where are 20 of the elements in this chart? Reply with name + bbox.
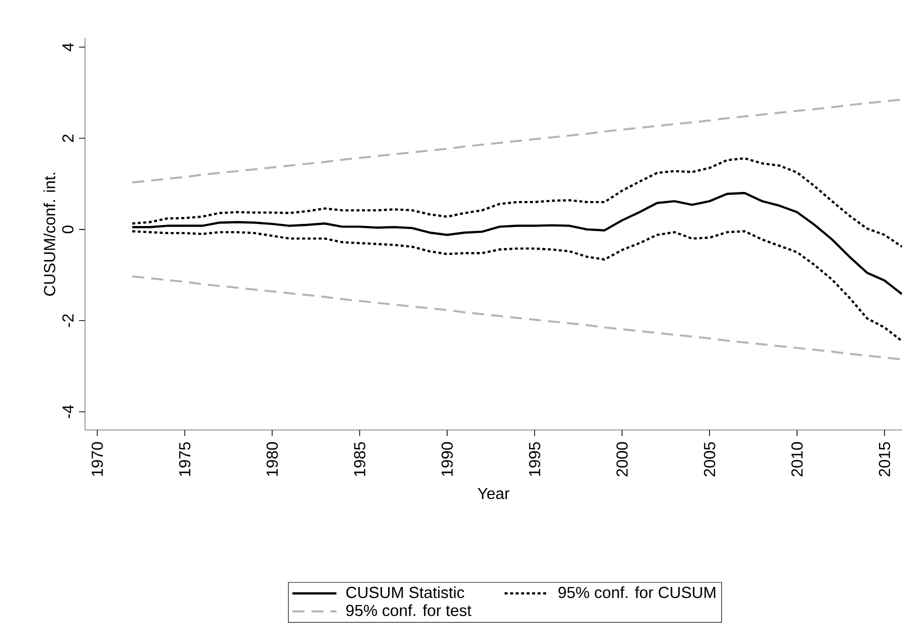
x-tick-label: 1970 [92, 442, 103, 476]
legend-label: 95% conf. for CUSUM [558, 586, 716, 598]
x-tick-label: 1995 [528, 442, 540, 476]
y-axis-title: CUSUM/conf. int. [44, 172, 56, 296]
x-tick-label: 1985 [354, 442, 366, 476]
x-tick-label: 2005 [704, 442, 716, 476]
y-tick-label: 2 [62, 134, 74, 142]
y-tick-label: -2 [62, 314, 74, 327]
x-tick-label: 2010 [791, 442, 803, 476]
x-tick-label: 2015 [878, 442, 890, 476]
x-tick-label: 1980 [266, 442, 278, 476]
x-tick-label: 2000 [616, 442, 628, 476]
legend-label: CUSUM Statistic [346, 586, 464, 598]
x-tick-label: 1990 [441, 442, 453, 476]
x-tick-label: 1975 [179, 442, 190, 476]
legend-label: 95% conf. for test [346, 604, 472, 616]
y-tick-label: 0 [62, 226, 74, 234]
y-tick-label: 4 [62, 43, 74, 52]
y-tick-label: -4 [62, 405, 74, 418]
x-axis-title: Year [478, 488, 510, 500]
